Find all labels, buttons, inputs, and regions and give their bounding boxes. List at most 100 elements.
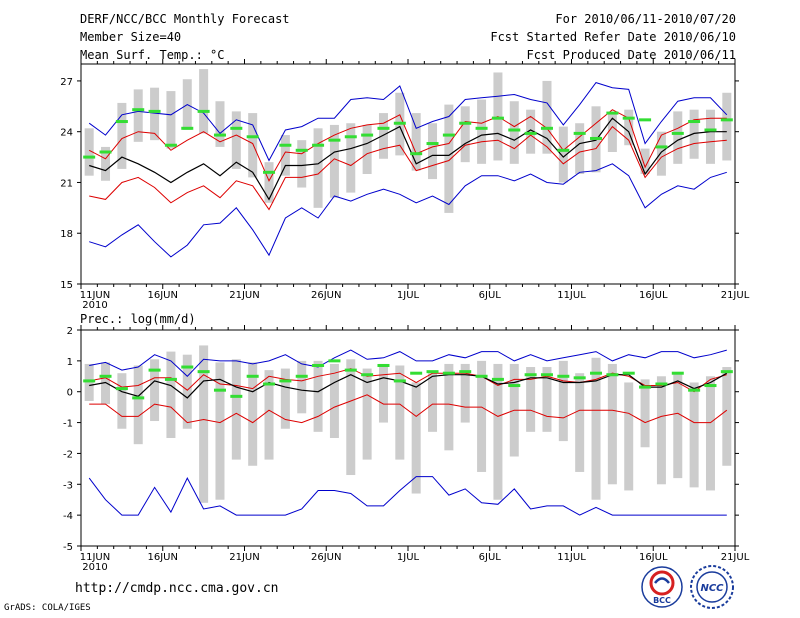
- climatology-marker: [213, 388, 226, 392]
- spread-box: [411, 113, 421, 171]
- climatology-marker: [295, 148, 308, 152]
- climatology-marker: [442, 371, 455, 375]
- climatology-marker: [655, 145, 668, 149]
- y-tick-label: 27: [60, 77, 73, 88]
- chart-title: DERF/NCC/BCC Monthly Forecast: [80, 12, 290, 26]
- precip-panel-title: Prec.: log(mm/d): [80, 312, 196, 326]
- climatology-marker: [115, 387, 128, 391]
- spread-box: [444, 363, 454, 451]
- spread-box: [558, 360, 568, 442]
- x-tick-label: 21JUL: [721, 290, 750, 301]
- spread-box: [133, 365, 143, 445]
- spread-box: [640, 379, 650, 448]
- spread-box: [558, 126, 568, 183]
- lower-line: [89, 394, 728, 424]
- y-tick-label: 0: [67, 388, 73, 399]
- x-tick-label: 6JUL: [479, 552, 502, 563]
- spread-box: [101, 146, 111, 181]
- spread-box: [705, 109, 715, 164]
- climatology-marker: [671, 371, 684, 375]
- climatology-marker: [426, 142, 439, 146]
- footer-url[interactable]: http://cmdp.ncc.cma.gov.cn: [75, 581, 279, 596]
- climatology-marker: [688, 120, 701, 124]
- spread-box: [460, 363, 470, 423]
- x-tick-label: 16JUL: [639, 290, 668, 301]
- climatology-marker: [83, 155, 96, 159]
- spread-box: [656, 376, 666, 485]
- climatology-marker: [246, 374, 259, 378]
- y-tick-label: -5: [63, 542, 73, 553]
- x-tick-label: 11JUN: [80, 552, 110, 563]
- climatology-marker: [377, 363, 390, 367]
- climatology-marker: [246, 135, 259, 139]
- spread-box: [591, 357, 601, 500]
- spread-box: [199, 69, 209, 134]
- climatology-marker: [148, 109, 161, 113]
- climatology-marker: [295, 374, 308, 378]
- spread-box: [705, 376, 715, 491]
- climatology-marker: [720, 370, 733, 374]
- climatology-marker: [557, 148, 570, 152]
- climatology-marker: [377, 126, 390, 130]
- climatology-marker: [524, 131, 537, 135]
- plot-frame-2: [80, 329, 736, 547]
- climatology-marker: [83, 379, 96, 383]
- forecast-period: For 2010/06/11-2010/07/20: [555, 12, 736, 26]
- climatology-marker: [230, 394, 243, 398]
- max-line: [89, 349, 727, 378]
- spread-box: [280, 368, 290, 429]
- x-tick-label: 11JUN: [80, 290, 110, 301]
- climatology-marker: [720, 118, 733, 122]
- y-tick-label: 24: [60, 128, 73, 139]
- y-tick-label: -4: [63, 511, 73, 522]
- spread-box: [575, 123, 585, 174]
- climatology-marker: [459, 370, 472, 374]
- climatology-marker: [704, 384, 717, 388]
- spread-box: [150, 359, 160, 422]
- spread-box: [395, 365, 405, 460]
- y-tick-label: -3: [63, 480, 73, 491]
- climatology-marker: [639, 118, 652, 122]
- climatology-marker: [704, 128, 717, 132]
- climatology-marker: [164, 377, 177, 381]
- climatology-marker: [99, 150, 112, 154]
- spread-box: [199, 345, 209, 503]
- spread-box: [264, 162, 274, 203]
- spread-box: [378, 363, 388, 423]
- climatology-marker: [279, 143, 292, 147]
- climatology-marker: [475, 374, 488, 378]
- spread-box: [722, 367, 732, 466]
- y-tick-label: -1: [63, 419, 73, 430]
- climatology-marker: [655, 382, 668, 386]
- spread-box: [248, 113, 258, 178]
- y-tick-label: 1: [67, 357, 73, 368]
- spread-box: [689, 382, 699, 488]
- climatology-marker: [361, 133, 374, 137]
- spread-box: [542, 80, 552, 154]
- x-tick-label: 21JUL: [721, 552, 750, 563]
- climatology-marker: [263, 382, 276, 386]
- lower-line: [89, 125, 727, 211]
- climatology-marker: [115, 120, 128, 124]
- spread-box: [215, 101, 225, 147]
- x-tick-label: 11JUL: [557, 552, 586, 563]
- climatology-marker: [475, 126, 488, 130]
- spread-box: [133, 89, 143, 142]
- x-tick-label: 6JUL: [479, 290, 502, 301]
- spread-box: [117, 373, 127, 429]
- member-size-label: Member Size=40: [80, 30, 182, 44]
- forecast-started-date: Fcst Started Refer Date 2010/06/10: [490, 30, 736, 44]
- x-tick-label: 1JUL: [397, 552, 420, 563]
- climatology-marker: [344, 135, 357, 139]
- y-tick-label: 15: [60, 280, 73, 291]
- spread-box: [444, 104, 454, 213]
- spread-box: [428, 123, 438, 180]
- y-tick-label: 2: [67, 326, 73, 337]
- spread-box: [166, 91, 176, 149]
- y-tick-label: 21: [60, 178, 73, 189]
- spread-box: [411, 382, 421, 494]
- climatology-marker: [328, 359, 341, 363]
- climatology-marker: [540, 126, 553, 130]
- climatology-marker: [688, 388, 701, 392]
- spread-box: [542, 367, 552, 432]
